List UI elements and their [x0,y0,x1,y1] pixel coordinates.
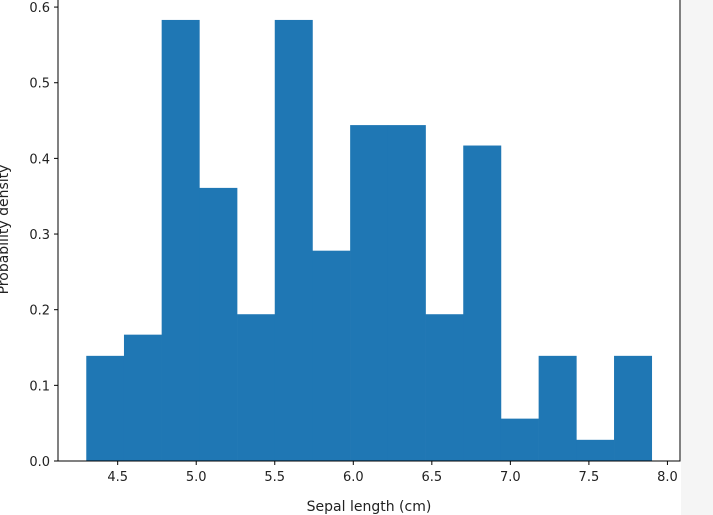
histogram-bar [425,314,464,461]
histogram-bar [161,19,200,461]
histogram-bar [237,314,276,461]
histogram-bar [538,355,577,461]
axes-frame [57,0,681,462]
x-tick-label: 6.5 [421,470,442,485]
histogram-bar [387,125,426,462]
x-tick-label: 5.0 [186,470,207,485]
x-tick-label: 7.5 [579,470,600,485]
y-tick-label: 0.0 [29,455,50,470]
y-tick-label: 0.4 [29,152,50,167]
x-ticks: 4.5 5.0 5.5 6.0 6.5 7.0 7.5 8.0 [107,461,678,485]
y-ticks: 0.0 0.1 0.2 0.3 0.4 0.5 0.6 [29,1,58,470]
x-tick-label: 5.5 [264,470,285,485]
y-tick-label: 0.6 [29,1,50,16]
x-tick-label: 4.5 [107,470,128,485]
histogram-bar [274,19,313,461]
histogram-bar [500,418,539,461]
y-tick-label: 0.1 [29,379,50,394]
x-tick-label: 8.0 [657,470,678,485]
bars-group [86,19,653,462]
histogram-bar [199,187,238,462]
histogram-bar [614,355,653,461]
y-tick-label: 0.2 [29,304,50,319]
x-tick-label: 6.0 [343,470,364,485]
histogram-bar [350,125,389,462]
y-tick-label: 0.5 [29,77,50,92]
y-tick-label: 0.3 [29,228,50,243]
histogram-bar [312,250,351,461]
histogram-bar [86,355,125,461]
y-axis-label: Probability density [0,165,12,295]
x-axis-label: Sepal length (cm) [307,499,432,515]
histogram-bar [576,439,615,461]
x-tick-label: 7.0 [500,470,521,485]
histogram-bar [463,145,502,461]
side-panel [681,0,713,515]
histogram-bar [123,334,162,461]
